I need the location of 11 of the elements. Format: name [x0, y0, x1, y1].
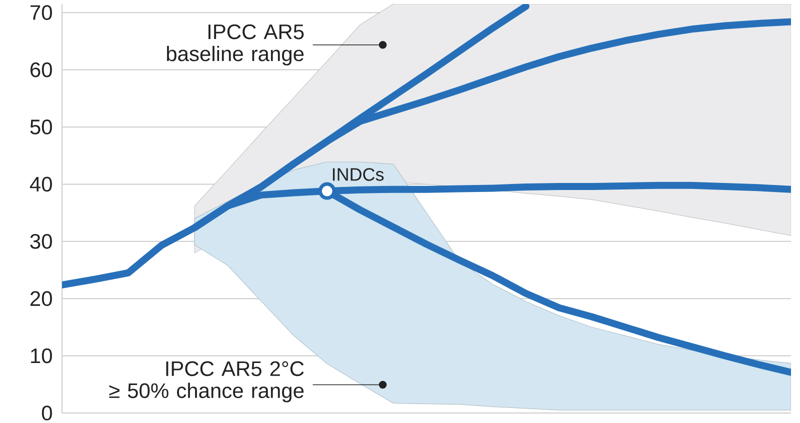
y-tick-label: 50: [30, 120, 52, 134]
annotation: IPCC AR5 baseline range: [166, 24, 304, 66]
series-label: INDCs: [332, 168, 384, 181]
y-tick-label: 60: [30, 62, 52, 78]
y-tick-label: 40: [30, 176, 52, 192]
annotation: IPCC AR5 2°C ≥ 50% chance range: [109, 361, 304, 402]
y-tick-label: 70: [30, 5, 52, 20]
y-tick-label: 10: [31, 348, 52, 364]
y-tick-label: 30: [30, 234, 52, 249]
y-tick-label: 20: [30, 291, 52, 306]
y-tick-label: 0: [42, 406, 52, 420]
